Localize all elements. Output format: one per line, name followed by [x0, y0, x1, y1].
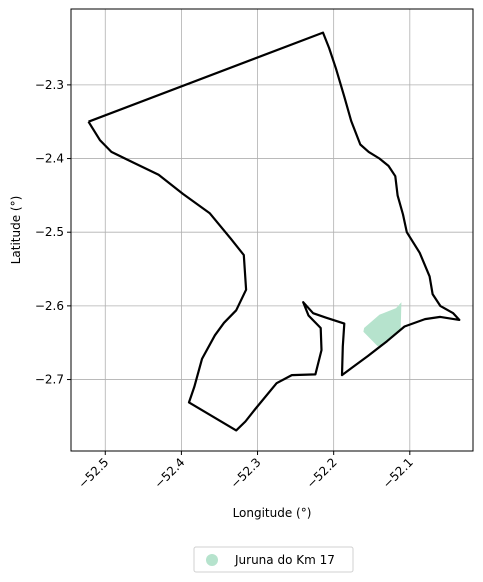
data-layer [87, 31, 461, 432]
y-tick-label: −2.4 [35, 152, 64, 166]
x-axis-label: Longitude (°) [233, 506, 312, 520]
legend: Juruna do Km 17 [193, 546, 354, 573]
x-tick-label: −52.5 [75, 455, 111, 491]
y-tick-label: −2.6 [35, 299, 64, 313]
x-tick-label: −52.4 [152, 455, 188, 491]
grid-lines [71, 9, 473, 451]
x-tick-label: −52.3 [228, 455, 264, 491]
y-axis-label: Latitude (°) [9, 196, 23, 265]
legend-label: Juruna do Km 17 [234, 553, 335, 567]
legend-marker [206, 554, 218, 566]
plot-frame [70, 8, 474, 452]
legend-box [193, 546, 354, 573]
x-tick-label: −52.1 [380, 455, 416, 491]
territory-polygon [363, 302, 402, 347]
y-tick-label: −2.7 [35, 373, 64, 387]
y-tick-label: −2.3 [35, 78, 64, 92]
x-tick-label: −52.2 [304, 455, 340, 491]
x-axis-ticks: −52.5 −52.4 −52.3 −52.2 −52.1 [75, 451, 416, 491]
boundary-line [87, 31, 461, 432]
y-tick-label: −2.5 [35, 225, 64, 239]
y-axis-ticks: −2.3 −2.4 −2.5 −2.6 −2.7 [35, 78, 71, 387]
